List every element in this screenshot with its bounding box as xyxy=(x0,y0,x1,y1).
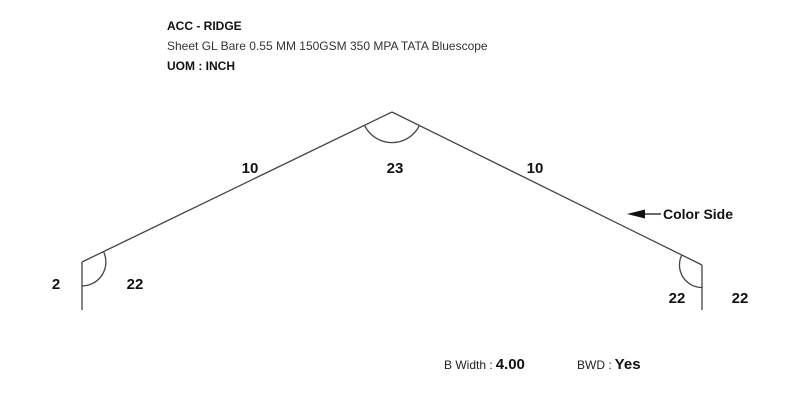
bwidth-field: B Width : 4.00 xyxy=(444,356,525,373)
bwidth-value: 4.00 xyxy=(495,356,525,373)
right-angle-arc xyxy=(678,254,703,289)
drawing-header: ACC - RIDGE Sheet GL Bare 0.55 MM 150GSM… xyxy=(167,16,488,76)
bwidth-label: B Width : xyxy=(444,358,493,372)
color-side-label: Color Side xyxy=(663,206,733,222)
left-leg-length-label: 10 xyxy=(242,160,259,177)
right-hem-length-label: 22 xyxy=(732,290,749,307)
arrow-left-icon xyxy=(627,209,661,219)
left-hem-angle-label: 22 xyxy=(127,276,144,293)
left-angle-arc xyxy=(81,251,107,287)
profile-title: ACC - RIDGE xyxy=(167,19,242,33)
unit-of-measure: UOM : INCH xyxy=(167,59,235,73)
bwd-label: BWD : xyxy=(577,358,612,372)
right-hem-angle-label: 22 xyxy=(669,290,686,307)
right-leg-line xyxy=(391,111,703,266)
left-hem-length-label: 2 xyxy=(52,276,60,293)
bwd-field: BWD : Yes xyxy=(577,356,641,373)
apex-angle-arc xyxy=(363,125,421,144)
apex-angle-label: 23 xyxy=(387,160,404,177)
bwd-value: Yes xyxy=(614,356,641,373)
left-leg-line xyxy=(81,111,393,263)
material-spec: Sheet GL Bare 0.55 MM 150GSM 350 MPA TAT… xyxy=(167,39,488,53)
right-leg-length-label: 10 xyxy=(527,160,544,177)
